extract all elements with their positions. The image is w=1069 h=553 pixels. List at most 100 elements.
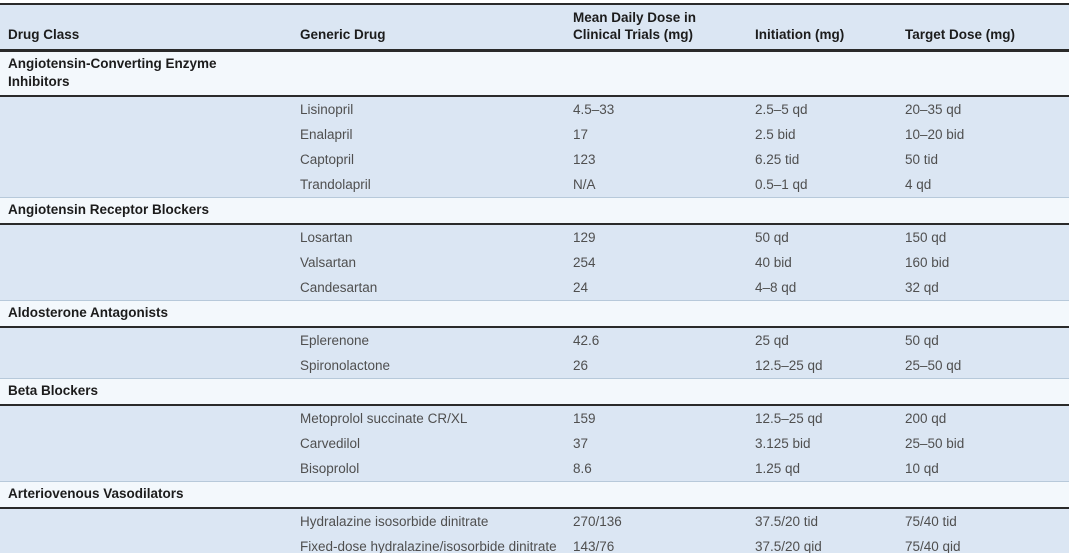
cell-drug-class-spacer	[0, 508, 292, 534]
cell-drug-class-spacer	[0, 96, 292, 122]
cell-generic-drug: Valsartan	[292, 250, 565, 275]
cell-mean-daily-dose: 143/76	[565, 534, 747, 553]
drug-class-cell: Beta Blockers	[0, 378, 1069, 406]
cell-initiation: 37.5/20 qid	[747, 534, 897, 553]
cell-mean-daily-dose: 4.5–33	[565, 96, 747, 122]
table-row: Losartan 129 50 qd 150 qd	[0, 224, 1069, 250]
cell-generic-drug: Captopril	[292, 147, 565, 172]
cell-initiation: 6.25 tid	[747, 147, 897, 172]
table-row: Valsartan 254 40 bid 160 bid	[0, 250, 1069, 275]
cell-initiation: 3.125 bid	[747, 431, 897, 456]
cell-drug-class-spacer	[0, 456, 292, 482]
cell-target-dose: 10–20 bid	[897, 122, 1069, 147]
table-body: Angiotensin-Converting Enzyme Inhibitors…	[0, 50, 1069, 553]
cell-mean-daily-dose: 26	[565, 353, 747, 379]
table-row: Candesartan 24 4–8 qd 32 qd	[0, 275, 1069, 301]
drug-dose-table: Drug Class Generic Drug Mean Daily Dose …	[0, 3, 1069, 553]
cell-generic-drug: Spironolactone	[292, 353, 565, 379]
cell-initiation: 2.5–5 qd	[747, 96, 897, 122]
drug-class-cell: Arteriovenous Vasodilators	[0, 481, 1069, 509]
cell-initiation: 12.5–25 qd	[747, 405, 897, 431]
table-row: Bisoprolol 8.6 1.25 qd 10 qd	[0, 456, 1069, 482]
drug-class-cell: Angiotensin-Converting Enzyme Inhibitors	[0, 50, 1069, 97]
cell-initiation: 4–8 qd	[747, 275, 897, 301]
drug-class-row: Beta Blockers	[0, 378, 1069, 406]
cell-generic-drug: Losartan	[292, 224, 565, 250]
cell-target-dose: 200 qd	[897, 405, 1069, 431]
cell-mean-daily-dose: 42.6	[565, 327, 747, 353]
cell-drug-class-spacer	[0, 224, 292, 250]
cell-target-dose: 25–50 qd	[897, 353, 1069, 379]
cell-target-dose: 75/40 tid	[897, 508, 1069, 534]
cell-drug-class-spacer	[0, 431, 292, 456]
cell-initiation: 2.5 bid	[747, 122, 897, 147]
cell-initiation: 1.25 qd	[747, 456, 897, 482]
drug-class-label: Beta Blockers	[8, 383, 99, 398]
cell-initiation: 40 bid	[747, 250, 897, 275]
cell-generic-drug: Fixed-dose hydralazine/isosorbide dinitr…	[292, 534, 565, 553]
drug-class-label: Aldosterone Antagonists	[8, 305, 169, 320]
cell-initiation: 12.5–25 qd	[747, 353, 897, 379]
cell-target-dose: 20–35 qd	[897, 96, 1069, 122]
cell-target-dose: 25–50 bid	[897, 431, 1069, 456]
cell-initiation: 50 qd	[747, 224, 897, 250]
cell-target-dose: 10 qd	[897, 456, 1069, 482]
cell-target-dose: 32 qd	[897, 275, 1069, 301]
cell-target-dose: 50 qd	[897, 327, 1069, 353]
cell-generic-drug: Metoprolol succinate CR/XL	[292, 405, 565, 431]
cell-target-dose: 75/40 qid	[897, 534, 1069, 553]
cell-generic-drug: Hydralazine isosorbide dinitrate	[292, 508, 565, 534]
cell-mean-daily-dose: 17	[565, 122, 747, 147]
cell-mean-daily-dose: 123	[565, 147, 747, 172]
table-row: Carvedilol 37 3.125 bid 25–50 bid	[0, 431, 1069, 456]
table-row: Enalapril 17 2.5 bid 10–20 bid	[0, 122, 1069, 147]
cell-mean-daily-dose: 24	[565, 275, 747, 301]
cell-drug-class-spacer	[0, 405, 292, 431]
cell-drug-class-spacer	[0, 250, 292, 275]
cell-mean-daily-dose: 159	[565, 405, 747, 431]
cell-target-dose: 160 bid	[897, 250, 1069, 275]
cell-drug-class-spacer	[0, 275, 292, 301]
table-row: Captopril 123 6.25 tid 50 tid	[0, 147, 1069, 172]
table-row: Lisinopril 4.5–33 2.5–5 qd 20–35 qd	[0, 96, 1069, 122]
cell-generic-drug: Candesartan	[292, 275, 565, 301]
drug-class-cell: Aldosterone Antagonists	[0, 300, 1069, 328]
cell-drug-class-spacer	[0, 147, 292, 172]
drug-class-label: Arteriovenous Vasodilators	[8, 486, 184, 501]
cell-initiation: 37.5/20 tid	[747, 508, 897, 534]
table-row: Spironolactone 26 12.5–25 qd 25–50 qd	[0, 353, 1069, 379]
cell-initiation: 0.5–1 qd	[747, 172, 897, 198]
cell-mean-daily-dose: 8.6	[565, 456, 747, 482]
cell-generic-drug: Eplerenone	[292, 327, 565, 353]
cell-target-dose: 150 qd	[897, 224, 1069, 250]
cell-initiation: 25 qd	[747, 327, 897, 353]
table-row: Hydralazine isosorbide dinitrate 270/136 3…	[0, 508, 1069, 534]
table-row: Trandolapril N/A 0.5–1 qd 4 qd	[0, 172, 1069, 198]
cell-target-dose: 50 tid	[897, 147, 1069, 172]
cell-drug-class-spacer	[0, 353, 292, 379]
column-header-target-dose: Target Dose (mg)	[897, 3, 1069, 52]
drug-class-label: Angiotensin-Converting Enzyme Inhibitors	[8, 56, 217, 89]
drug-class-row: Angiotensin Receptor Blockers	[0, 197, 1069, 225]
drug-class-row: Angiotensin-Converting Enzyme Inhibitors	[0, 50, 1069, 97]
cell-mean-daily-dose: N/A	[565, 172, 747, 198]
cell-generic-drug: Enalapril	[292, 122, 565, 147]
cell-generic-drug: Lisinopril	[292, 96, 565, 122]
column-header-generic-drug: Generic Drug	[292, 3, 565, 52]
column-header-mean-daily-dose: Mean Daily Dose in Clinical Trials (mg)	[565, 3, 747, 52]
column-header-initiation: Initiation (mg)	[747, 3, 897, 52]
cell-drug-class-spacer	[0, 327, 292, 353]
table-header: Drug Class Generic Drug Mean Daily Dose …	[0, 3, 1069, 52]
drug-class-row: Aldosterone Antagonists	[0, 300, 1069, 328]
cell-mean-daily-dose: 270/136	[565, 508, 747, 534]
cell-drug-class-spacer	[0, 534, 292, 553]
drug-class-row: Arteriovenous Vasodilators	[0, 481, 1069, 509]
cell-generic-drug: Carvedilol	[292, 431, 565, 456]
table-row: Eplerenone 42.6 25 qd 50 qd	[0, 327, 1069, 353]
cell-generic-drug: Trandolapril	[292, 172, 565, 198]
table-row: Metoprolol succinate CR/XL 159 12.5–25 qd 2…	[0, 405, 1069, 431]
header-row: Drug Class Generic Drug Mean Daily Dose …	[0, 3, 1069, 52]
table-row: Fixed-dose hydralazine/isosorbide dinitr…	[0, 534, 1069, 553]
